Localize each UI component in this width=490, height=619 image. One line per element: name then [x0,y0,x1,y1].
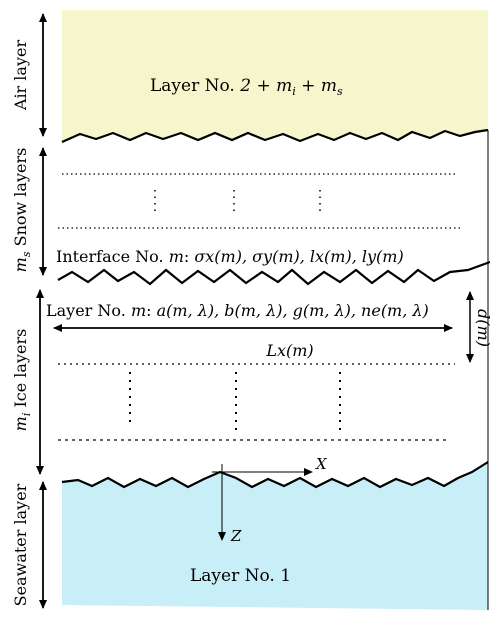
snow-layers-side-label: ms Snow layers [11,148,33,273]
interface-prefix: Interface No. [56,247,164,266]
interface-label: Interface No. m: σx(m), σy(m), lx(m), ly… [56,247,404,266]
ice-layers-text: Ice layers [11,329,30,408]
air-layer-side-label: Air layer [11,40,30,112]
layer-m-parameters: a(m, λ), b(m, λ), g(m, λ), ne(m, λ) [157,301,429,320]
x-axis-label: X [315,455,328,473]
air-snow-interface [61,128,489,144]
ice-count-symbol: m [11,416,30,431]
seawater-layer-region [62,462,488,610]
interface-parameters: σx(m), σy(m), lx(m), ly(m) [194,247,403,266]
dm-label: d(m) [474,309,490,347]
seawater-layer-side-label: Seawater layer [11,483,30,606]
snow-ice-interface [57,260,490,286]
ice-layers-side-label: mi Ice layers [11,329,33,432]
air-layer-region [62,10,488,142]
snow-layers-text: Snow layers [11,148,30,247]
air-layer-formula: 2 + m [239,76,292,96]
ice-seawater-interface [61,461,489,489]
snow-count-subscript: s [20,251,33,257]
air-layer-prefix: Layer No. [150,76,235,96]
snow-count-symbol: m [11,257,30,272]
seawater-layer-number-label: Layer No. 1 [190,566,291,586]
air-layer-number-label: Layer No. 2 + mi + ms [150,76,343,98]
lx-label: Lx(m) [265,341,313,360]
layer-m-label: Layer No. m: a(m, λ), b(m, λ), g(m, λ), … [46,301,429,320]
z-axis-label: Z [230,527,242,545]
ice-count-subscript: i [20,413,33,417]
layer-m-prefix: Layer No. [46,301,126,320]
